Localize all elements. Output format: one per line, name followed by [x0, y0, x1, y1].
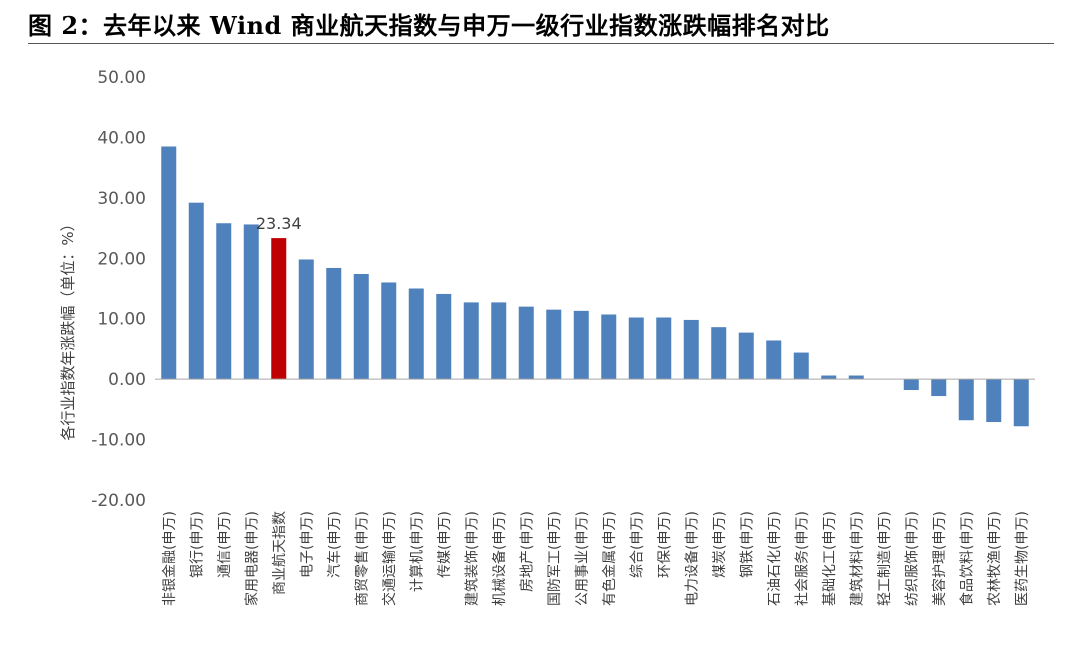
- x-category-label: 美容护理(申万): [931, 511, 948, 606]
- x-category-label: 基础化工(申万): [821, 511, 838, 606]
- bar: [161, 146, 177, 380]
- highlight-bar: [271, 238, 287, 380]
- x-category-label: 家用电器(申万): [243, 511, 260, 606]
- x-category-label: 医药生物(申万): [1014, 511, 1030, 606]
- bar: [601, 314, 617, 380]
- bar: [381, 282, 397, 380]
- bar: [903, 379, 919, 391]
- x-category-label: 国防军工(申万): [547, 511, 563, 606]
- x-category-label: 社会服务(申万): [794, 511, 810, 606]
- bar: [986, 379, 1002, 423]
- x-category-label: 商贸零售(申万): [354, 511, 370, 606]
- x-category-label: 环保(申万): [657, 511, 673, 578]
- bar: [353, 274, 369, 380]
- x-category-label: 银行(申万): [189, 511, 205, 578]
- x-category-label: 建筑装饰(申万): [464, 511, 480, 606]
- x-category-label: 钢铁(申万): [739, 511, 755, 578]
- bar: [931, 379, 947, 397]
- bar: [656, 317, 672, 380]
- bar: [738, 332, 754, 380]
- bar: [766, 340, 782, 380]
- bar: [491, 302, 507, 380]
- bar: [408, 288, 424, 380]
- y-tick-label: 10.00: [97, 310, 146, 330]
- x-category-label: 计算机(申万): [409, 511, 425, 592]
- x-category-label: 通信(申万): [217, 511, 233, 578]
- bar: [518, 306, 534, 380]
- x-category-label: 房地产(申万): [519, 511, 535, 592]
- bar: [546, 309, 562, 380]
- bar-chart: 50.00 40.00 30.00 20.00 10.00 0.00 -10.00 -20.0…: [59, 68, 1035, 606]
- y-tick-label: 0.00: [108, 370, 146, 390]
- y-tick-label: -10.00: [91, 431, 146, 451]
- x-category-label: 电力设备(申万): [683, 511, 700, 606]
- x-category-label: 食品饮料(申万): [958, 511, 975, 606]
- bar: [711, 327, 727, 380]
- bar: [683, 319, 699, 380]
- bar: [1013, 379, 1029, 427]
- bar: [188, 202, 204, 380]
- category-labels-group: 非银金融(申万) 银行(申万) 通信(申万) 家用电器(申万) 商业航天指数 电子(申万)…: [162, 511, 1031, 606]
- bar: [958, 379, 974, 421]
- x-category-label: 轻工制造(申万): [877, 511, 893, 606]
- bar: [793, 352, 809, 380]
- bar: [463, 302, 479, 380]
- y-axis-ticks: 50.00 40.00 30.00 20.00 10.00 0.00 -10.00 -20.0…: [91, 68, 146, 511]
- figure-header: 图 2：去年以来 Wind 商业航天指数与申万一级行业指数涨跌幅排名对比: [0, 0, 1080, 44]
- y-tick-label: 20.00: [97, 249, 146, 269]
- bar: [628, 317, 644, 380]
- y-tick-label: 40.00: [97, 128, 146, 148]
- x-category-label: 公用事业(申万): [574, 511, 590, 606]
- bar: [848, 375, 864, 380]
- bar: [821, 375, 837, 380]
- x-category-label: 交通运输(申万): [381, 511, 398, 606]
- x-category-label: 非银金融(申万): [162, 511, 178, 606]
- y-axis-title: 各行业指数年涨跌幅（单位：%）: [59, 216, 77, 440]
- bar: [326, 267, 342, 380]
- x-category-label: 建筑材料(申万): [849, 511, 865, 606]
- x-category-label: 机械设备(申万): [491, 511, 508, 606]
- bar: [243, 224, 259, 380]
- x-category-label: 传媒(申万): [437, 511, 453, 578]
- x-category-label: 电子(申万): [299, 511, 315, 578]
- bar: [216, 223, 232, 380]
- bar: [436, 293, 452, 380]
- x-category-label: 有色金属(申万): [601, 511, 618, 606]
- x-category-label: 商业航天指数: [272, 511, 288, 595]
- bars-group: [161, 146, 1029, 427]
- figure-title: 图 2：去年以来 Wind 商业航天指数与申万一级行业指数涨跌幅排名对比: [28, 11, 830, 40]
- bar: [573, 310, 589, 380]
- data-labels-group: 23.34: [256, 214, 302, 233]
- x-category-label: 纺织服饰(申万): [904, 511, 920, 606]
- y-tick-label: 30.00: [97, 189, 146, 209]
- bar: [298, 259, 314, 380]
- title-divider: [28, 43, 1054, 44]
- data-label: 23.34: [256, 214, 302, 233]
- x-category-label: 煤炭(申万): [712, 511, 728, 578]
- y-tick-label: -20.00: [91, 491, 146, 511]
- x-category-label: 农林牧渔(申万): [987, 511, 1003, 606]
- x-category-label: 综合(申万): [629, 511, 645, 578]
- x-category-label: 汽车(申万): [326, 511, 343, 578]
- y-tick-label: 50.00: [97, 68, 146, 88]
- x-category-label: 石油石化(申万): [767, 511, 783, 606]
